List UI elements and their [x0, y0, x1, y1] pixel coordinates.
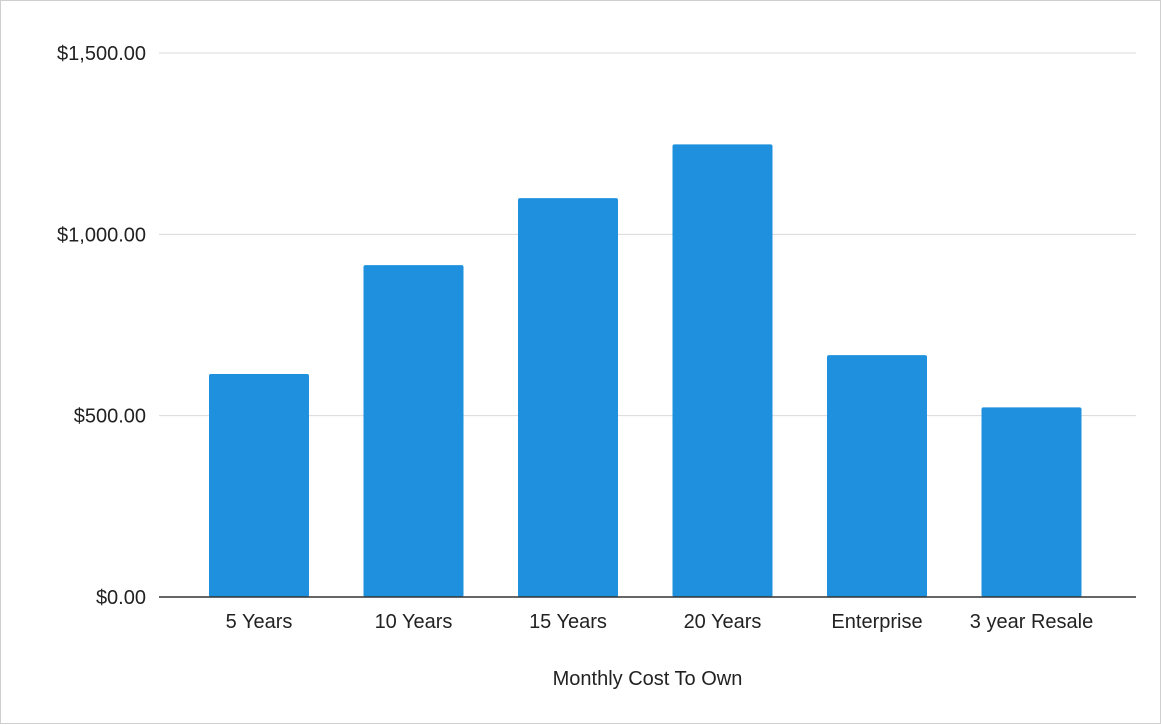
y-tick-label: $1,500.00: [57, 43, 146, 65]
bar: [518, 198, 618, 598]
bar: [827, 355, 927, 597]
bar: [981, 407, 1082, 597]
y-tick-label: $1,000.00: [57, 224, 146, 246]
y-tick-label: $500.00: [74, 406, 146, 428]
y-axis-tick-labels: $0.00 $500.00 $1,000.00 $1,500.00: [57, 43, 146, 609]
x-tick-label: Enterprise: [831, 611, 922, 633]
bar: [672, 144, 773, 597]
x-tick-label: 5 Years: [226, 611, 293, 633]
x-axis-title: Monthly Cost To Own: [553, 668, 743, 690]
x-tick-label: 20 Years: [684, 611, 762, 633]
x-axis-tick-labels: 5 Years 10 Years 15 Years 20 Years Enterpris…: [226, 611, 1094, 633]
bar: [209, 373, 309, 597]
bar: [363, 265, 464, 597]
x-tick-label: 15 Years: [529, 611, 607, 633]
x-tick-label: 3 year Resale: [970, 611, 1093, 633]
y-tick-label: $0.00: [96, 587, 146, 609]
bars: [209, 144, 1082, 598]
gridlines: [159, 52, 1136, 417]
x-tick-label: 10 Years: [375, 611, 453, 633]
